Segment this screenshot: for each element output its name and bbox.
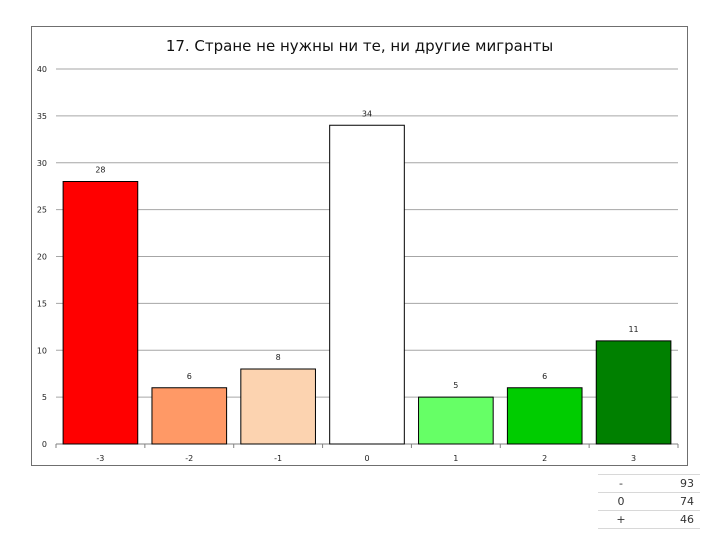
- bar: [329, 124, 405, 445]
- x-tick-label: 0: [364, 454, 369, 463]
- data-label: 5: [453, 381, 458, 390]
- data-label: 28: [95, 166, 105, 175]
- y-tick-label: 30: [37, 159, 47, 168]
- summary-value: 74: [644, 492, 700, 511]
- y-tick-label: 0: [42, 440, 47, 449]
- x-tick-label: -3: [96, 454, 104, 463]
- y-tick-label: 35: [37, 112, 47, 121]
- y-tick-label: 15: [37, 299, 47, 308]
- summary-row: - 93: [598, 474, 700, 493]
- data-label: 6: [542, 372, 547, 381]
- y-tick-label: 5: [42, 393, 47, 402]
- y-tick-label: 40: [37, 65, 47, 74]
- summary-key: -: [598, 474, 644, 493]
- data-label: 11: [628, 325, 638, 334]
- summary-key: 0: [598, 492, 644, 511]
- bar: [62, 181, 139, 445]
- x-tick-label: -2: [185, 454, 193, 463]
- chart-title: 17. Стране не нужны ни те, ни другие миг…: [165, 37, 554, 55]
- x-tick-label: 2: [542, 454, 547, 463]
- bar: [240, 368, 316, 445]
- summary-row: 0 74: [598, 492, 700, 511]
- bar: [595, 340, 672, 445]
- data-label: 34: [362, 109, 372, 118]
- bar: [418, 396, 494, 445]
- x-tick-label: -1: [274, 454, 282, 463]
- summary-table: - 93 0 74 + 46: [598, 474, 700, 529]
- y-tick-label: 20: [37, 253, 47, 262]
- chart-frame: 17. Стране не нужны ни те, ни другие миг…: [31, 26, 688, 466]
- bar-chart: 0 5 10 15 20 25 30 35 40 28 -3 6 -2 8 -1 34 0 5 1 6 2 11 3: [37, 65, 679, 463]
- summary-row: + 46: [598, 510, 700, 529]
- x-tick-label: 1: [453, 454, 458, 463]
- y-tick-label: 10: [37, 346, 47, 355]
- bar: [151, 387, 228, 445]
- bar: [506, 387, 583, 445]
- data-label: 6: [187, 372, 192, 381]
- y-tick-label: 25: [37, 206, 47, 215]
- summary-value: 46: [644, 510, 700, 529]
- summary-value: 93: [644, 474, 700, 493]
- summary-key: +: [598, 510, 644, 529]
- data-label: 8: [276, 353, 281, 362]
- x-tick-label: 3: [631, 454, 636, 463]
